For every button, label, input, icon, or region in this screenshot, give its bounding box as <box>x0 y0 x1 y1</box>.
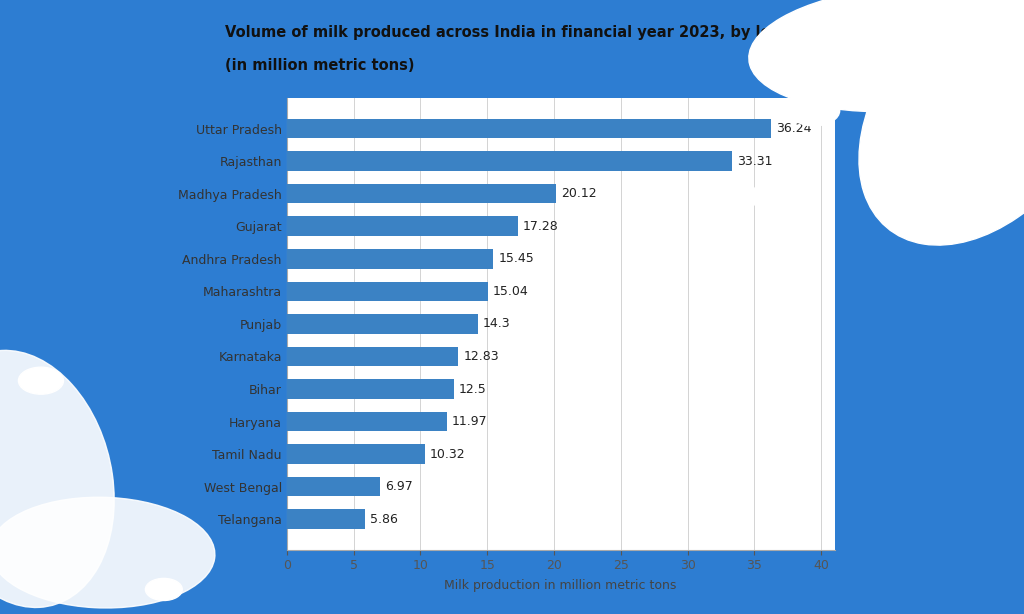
Text: 6.97: 6.97 <box>385 480 413 493</box>
Text: 33.31: 33.31 <box>737 155 773 168</box>
Text: (in million metric tons): (in million metric tons) <box>225 58 415 73</box>
Text: Chegg: Chegg <box>869 18 978 47</box>
Bar <box>287 249 494 268</box>
Text: 11.97: 11.97 <box>452 415 487 428</box>
Ellipse shape <box>859 0 1024 245</box>
Bar <box>287 412 446 431</box>
Text: 5.86: 5.86 <box>371 513 398 526</box>
Text: 15.45: 15.45 <box>499 252 535 265</box>
Ellipse shape <box>0 351 115 607</box>
Text: 10.32: 10.32 <box>430 448 466 460</box>
Bar <box>287 217 517 236</box>
Circle shape <box>18 367 63 394</box>
Text: 12.5: 12.5 <box>459 383 486 395</box>
Bar <box>287 151 732 171</box>
Text: 36.24: 36.24 <box>776 122 812 135</box>
Ellipse shape <box>0 497 215 608</box>
Bar <box>287 445 425 464</box>
Text: 20.12: 20.12 <box>561 187 597 200</box>
Bar <box>287 379 454 398</box>
Bar <box>287 314 478 333</box>
Circle shape <box>788 95 840 126</box>
Bar <box>287 347 458 366</box>
Bar <box>287 184 556 203</box>
Text: 12.83: 12.83 <box>464 350 499 363</box>
Circle shape <box>743 188 772 205</box>
Circle shape <box>145 578 182 600</box>
Text: Volume of milk produced across India in financial year 2023, by leading state: Volume of milk produced across India in … <box>225 25 865 39</box>
Text: 14.3: 14.3 <box>483 317 511 330</box>
Text: 17.28: 17.28 <box>523 220 559 233</box>
Bar <box>287 477 380 497</box>
Bar <box>287 119 771 138</box>
Ellipse shape <box>749 0 1024 112</box>
X-axis label: Milk production in million metric tons: Milk production in million metric tons <box>444 579 677 592</box>
Bar <box>287 510 365 529</box>
Text: 15.04: 15.04 <box>493 285 528 298</box>
Bar <box>287 282 487 301</box>
